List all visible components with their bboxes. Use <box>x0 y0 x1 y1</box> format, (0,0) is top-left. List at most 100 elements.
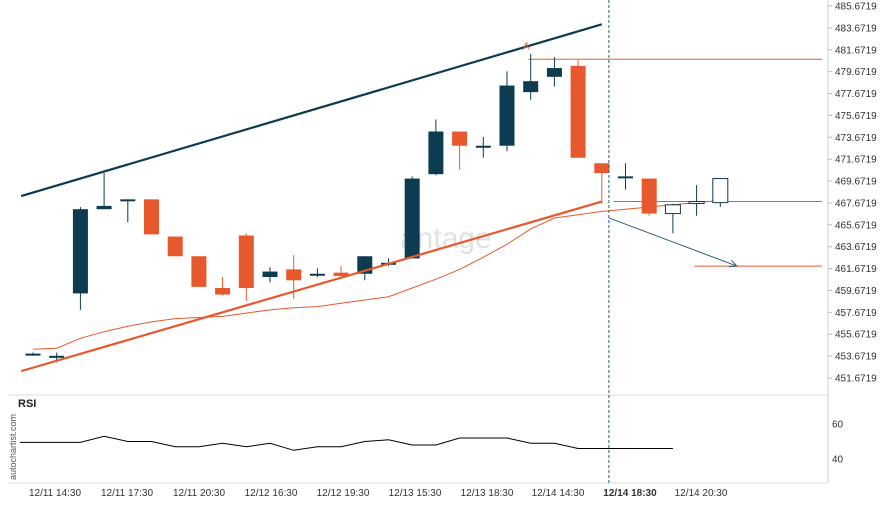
candle <box>191 256 207 287</box>
rsi-tick-label: 40 <box>832 455 844 466</box>
date-tick-label: 12/11 14:30 <box>29 488 82 499</box>
price-tick-label: 467.6719 <box>835 198 877 209</box>
moving-average <box>32 199 721 350</box>
forecast-arrow-line <box>608 217 738 267</box>
price-tick-label: 459.6719 <box>835 286 877 297</box>
price-tick-label: 473.6719 <box>835 133 877 144</box>
price-tick-label: 483.6719 <box>835 23 877 34</box>
candle-body <box>262 271 278 278</box>
candle-body <box>428 131 444 175</box>
date-tick-label: 12/14 18:30 <box>603 488 657 499</box>
candle-body <box>238 235 254 288</box>
candle <box>618 163 633 190</box>
price-tick-label: 465.6719 <box>835 220 877 231</box>
candle-body <box>570 65 586 158</box>
support-trendline <box>20 200 603 373</box>
candle-body <box>191 256 207 287</box>
candle <box>523 53 539 100</box>
price-tick-label: 485.6719 <box>835 2 877 13</box>
candle <box>144 199 159 235</box>
candle-body <box>546 68 562 77</box>
rsi-line <box>20 435 673 451</box>
candle <box>96 173 112 210</box>
candle <box>428 119 444 176</box>
candle-body <box>309 273 325 276</box>
candle-body <box>641 178 657 214</box>
date-tick-label: 12/14 14:30 <box>532 488 585 499</box>
price-tick-label: 471.6719 <box>835 155 877 166</box>
candle <box>570 60 586 158</box>
price-tick-label: 455.6719 <box>835 330 877 341</box>
price-tick-label: 451.6719 <box>835 374 877 385</box>
candle-body <box>712 178 729 204</box>
candle <box>25 352 41 356</box>
date-tick-label: 12/11 17:30 <box>101 488 154 499</box>
candle <box>546 57 562 87</box>
rsi-tick-label: 60 <box>832 420 844 431</box>
moving-average-line <box>32 199 721 350</box>
candle-body <box>144 199 159 235</box>
price-tick-label: 453.6719 <box>835 352 877 363</box>
price-tick-label: 475.6719 <box>835 111 877 122</box>
price-tick-label: 461.6719 <box>835 264 877 275</box>
candle <box>238 233 254 302</box>
price-tick-label: 477.6719 <box>835 89 877 100</box>
candle <box>594 163 610 204</box>
price-tick-label: 479.6719 <box>835 67 877 78</box>
date-tick-label: 12/14 20:30 <box>675 488 728 499</box>
candle <box>167 236 183 257</box>
candle-body <box>333 272 349 276</box>
candle <box>641 178 657 216</box>
candle-body <box>72 209 88 294</box>
candle <box>452 131 468 170</box>
candle-body <box>475 145 491 148</box>
date-tick-label: 12/13 15:30 <box>389 488 442 499</box>
candle-body <box>594 163 610 174</box>
date-tick-label: 12/12 16:30 <box>245 488 298 499</box>
price-tick-label: 463.6719 <box>835 242 877 253</box>
candle-body <box>664 204 681 215</box>
rsi-title: RSI <box>18 398 36 410</box>
candle-body <box>618 176 633 179</box>
candle <box>120 199 136 223</box>
candle-body <box>452 131 468 146</box>
brand-label: autochartist.com <box>8 414 18 480</box>
candle <box>333 266 349 279</box>
resistance-trendline <box>20 23 603 198</box>
candle <box>499 71 515 152</box>
forecast-arrow-head <box>728 259 738 268</box>
candle <box>664 203 681 234</box>
pattern-point-label: A <box>523 41 530 52</box>
date-tick-label: 12/13 18:30 <box>461 488 514 499</box>
price-axis: 485.6719 483.6719 481.6719 479.6719 477.6719… <box>828 2 877 385</box>
candle-body <box>25 353 41 356</box>
candle <box>262 267 278 283</box>
candle-body <box>499 85 515 146</box>
candle-body <box>404 178 420 259</box>
candle <box>309 268 325 278</box>
date-axis: 12/11 14:30 12/11 17:30 12/11 20:30 12/12 1… <box>29 488 728 499</box>
candle-body <box>96 205 112 210</box>
candle-body <box>523 81 539 93</box>
candle-body <box>286 269 302 281</box>
price-tick-label: 481.6719 <box>835 45 877 56</box>
date-tick-label: 12/11 20:30 <box>173 488 226 499</box>
trend-lines: A <box>20 0 738 483</box>
candle <box>72 207 88 310</box>
candle <box>688 185 705 216</box>
candle-body <box>688 201 705 205</box>
date-tick-label: 12/12 19:30 <box>317 488 370 499</box>
candle <box>475 136 491 158</box>
candle <box>215 277 231 296</box>
candles <box>25 53 729 363</box>
candle-body <box>215 287 231 295</box>
price-tick-label: 457.6719 <box>835 308 877 319</box>
price-tick-label: 469.6719 <box>835 177 877 188</box>
candle-body <box>120 199 136 202</box>
candle-body <box>167 236 183 257</box>
rsi-panel: 60 40 <box>20 420 844 466</box>
candle <box>404 176 420 259</box>
candle <box>712 178 729 208</box>
